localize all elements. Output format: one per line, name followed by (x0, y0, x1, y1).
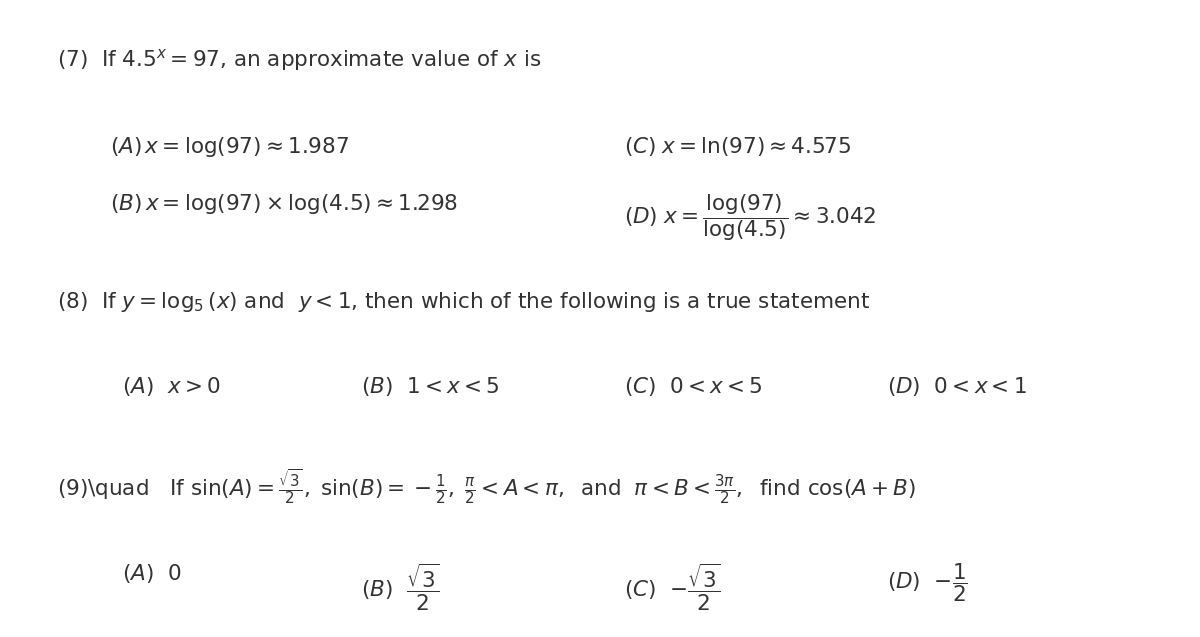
Text: $(8)$  If $y = \log_5(x)$ and  $y < 1$, then which of the following is a true st: $(8)$ If $y = \log_5(x)$ and $y < 1$, th… (56, 290, 870, 314)
Text: $(C)$  $-\dfrac{\sqrt{3}}{2}$: $(C)$ $-\dfrac{\sqrt{3}}{2}$ (624, 562, 721, 613)
Text: $(D)\; x = \dfrac{\log(97)}{\log(4.5)} \approx 3.042$: $(D)\; x = \dfrac{\log(97)}{\log(4.5)} \… (624, 192, 876, 243)
Text: $(B)$  $1 < x < 5$: $(B)$ $1 < x < 5$ (361, 375, 499, 398)
Text: $(B)\,x = \log(97) \times \log(4.5) \approx 1.298$: $(B)\,x = \log(97) \times \log(4.5) \app… (110, 192, 458, 216)
Text: $(A)$  $0$: $(A)$ $0$ (122, 562, 181, 585)
Text: $(B)$  $\dfrac{\sqrt{3}}{2}$: $(B)$ $\dfrac{\sqrt{3}}{2}$ (361, 562, 439, 613)
Text: $(9)$\quad   If $\sin(A) = \frac{\sqrt{3}}{2},\; \sin(B) = -\frac{1}{2},\; \frac: $(9)$\quad If $\sin(A) = \frac{\sqrt{3}}… (56, 467, 916, 506)
Text: $(D)$  $0 < x < 1$: $(D)$ $0 < x < 1$ (887, 375, 1026, 398)
Text: $(C)\; x = \ln(97) \approx 4.575$: $(C)\; x = \ln(97) \approx 4.575$ (624, 136, 851, 159)
Text: $(A)$  $x > 0$: $(A)$ $x > 0$ (122, 375, 221, 398)
Text: $(C)$  $0 < x < 5$: $(C)$ $0 < x < 5$ (624, 375, 762, 398)
Text: $(D)$  $-\dfrac{1}{2}$: $(D)$ $-\dfrac{1}{2}$ (887, 562, 967, 605)
Text: $(A)\,x = \log(97) \approx 1.987$: $(A)\,x = \log(97) \approx 1.987$ (110, 136, 349, 159)
Text: (7)  If $4.5^x = 97$, an approximate value of $x$ is: (7) If $4.5^x = 97$, an approximate valu… (56, 47, 541, 73)
